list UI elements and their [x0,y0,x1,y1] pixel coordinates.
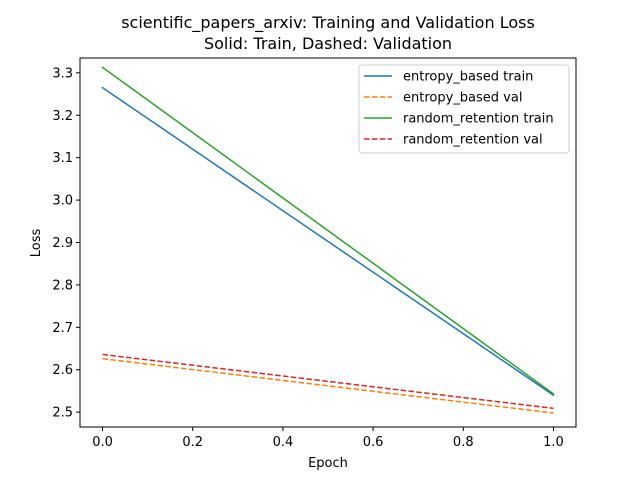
series-line-random-retention-train [101,66,555,395]
x-axis-label: Epoch [308,456,348,471]
x-axis: 0.0 0.2 0.4 0.6 0.8 1.0 [92,427,564,450]
chart-title: scientific_papers_arxiv: Training and Va… [121,13,535,33]
series-layer [101,66,555,414]
y-tick-label: 2.5 [52,406,73,421]
y-axis: 2.5 2.6 2.7 2.8 2.9 3.0 3.1 3.2 3.3 [52,66,80,421]
x-tick-label: 0.2 [182,435,203,450]
x-tick-label: 0.8 [453,435,474,450]
legend-label: entropy_based val [403,91,522,106]
legend-frame [358,64,570,154]
legend-label: random_retention val [403,133,543,148]
series-line-random-retention-val [102,353,554,410]
x-tick-label: 0.4 [273,435,294,450]
y-tick-label: 2.8 [52,278,73,293]
y-tick-label: 3.3 [52,66,73,81]
series-line-entropy-based-val [102,357,554,414]
x-tick-label: 1.0 [543,435,564,450]
y-axis-label: Loss [29,229,44,258]
y-tick-label: 2.6 [52,363,73,378]
x-tick-label: 0.6 [363,435,384,450]
y-tick-label: 3.1 [52,151,73,166]
y-tick-label: 3.2 [52,109,73,124]
y-tick-label: 3.0 [52,194,73,209]
series-line-entropy-based-train [101,86,555,397]
x-tick-label: 0.0 [92,435,113,450]
chart-subtitle: Solid: Train, Dashed: Validation [204,34,452,53]
legend: entropy_based train entropy_based val rand… [358,64,570,154]
legend-label: random_retention train [403,112,554,127]
y-tick-label: 2.9 [52,236,73,251]
y-tick-label: 2.7 [52,321,73,336]
legend-label: entropy_based train [403,70,533,85]
